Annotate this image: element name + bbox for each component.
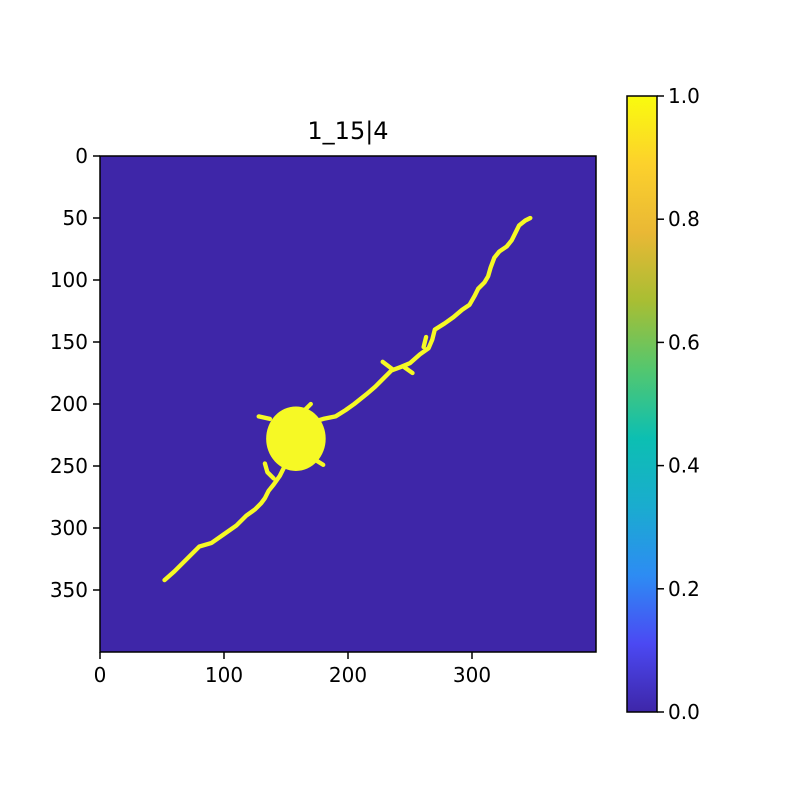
neurite-branch [308,215,533,425]
x-tick-label: 200 [329,663,367,687]
neurite-branch [262,461,276,481]
y-tick-label: 200 [50,392,88,416]
x-tick-label: 300 [453,663,491,687]
colorbar-ticks: 0.0 0.2 0.4 0.6 0.8 1.0 [657,84,700,724]
plot-area [99,155,597,653]
neurite-branch [380,359,395,372]
y-tick-label: 300 [50,516,88,540]
colorbar-tick-label: 0.8 [668,207,700,231]
soma [266,406,326,471]
chart-title: 1_15|4 [307,117,388,145]
x-tick-label: 0 [94,663,107,687]
colorbar-tick-label: 0.2 [668,577,700,601]
neurite-branch [162,457,291,583]
colorbar-frame [626,95,658,713]
y-tick-label: 250 [50,454,88,478]
colorbar-tick-label: 0.4 [668,454,700,478]
y-tick-label: 50 [63,206,88,230]
colorbar-tick-label: 0.6 [668,330,700,354]
colorbar: 0.0 0.2 0.4 0.6 0.8 1.0 [626,84,700,724]
neuron-mask [162,215,533,583]
colorbar-tick-label: 0.0 [668,700,700,724]
colorbar-tick-label: 1.0 [668,84,700,108]
y-tick-label: 350 [50,578,88,602]
neurite-branch [401,364,415,376]
y-axis: 0 50 100 150 200 250 300 350 [50,144,100,602]
colorbar-fill [627,96,657,712]
neurite-branch [256,414,273,422]
neurite-branch [421,334,429,350]
image-background [100,156,596,652]
x-axis: 0 100 200 300 [94,652,491,687]
y-tick-label: 100 [50,268,88,292]
y-tick-label: 0 [75,144,88,168]
x-tick-label: 100 [205,663,243,687]
y-tick-label: 150 [50,330,88,354]
